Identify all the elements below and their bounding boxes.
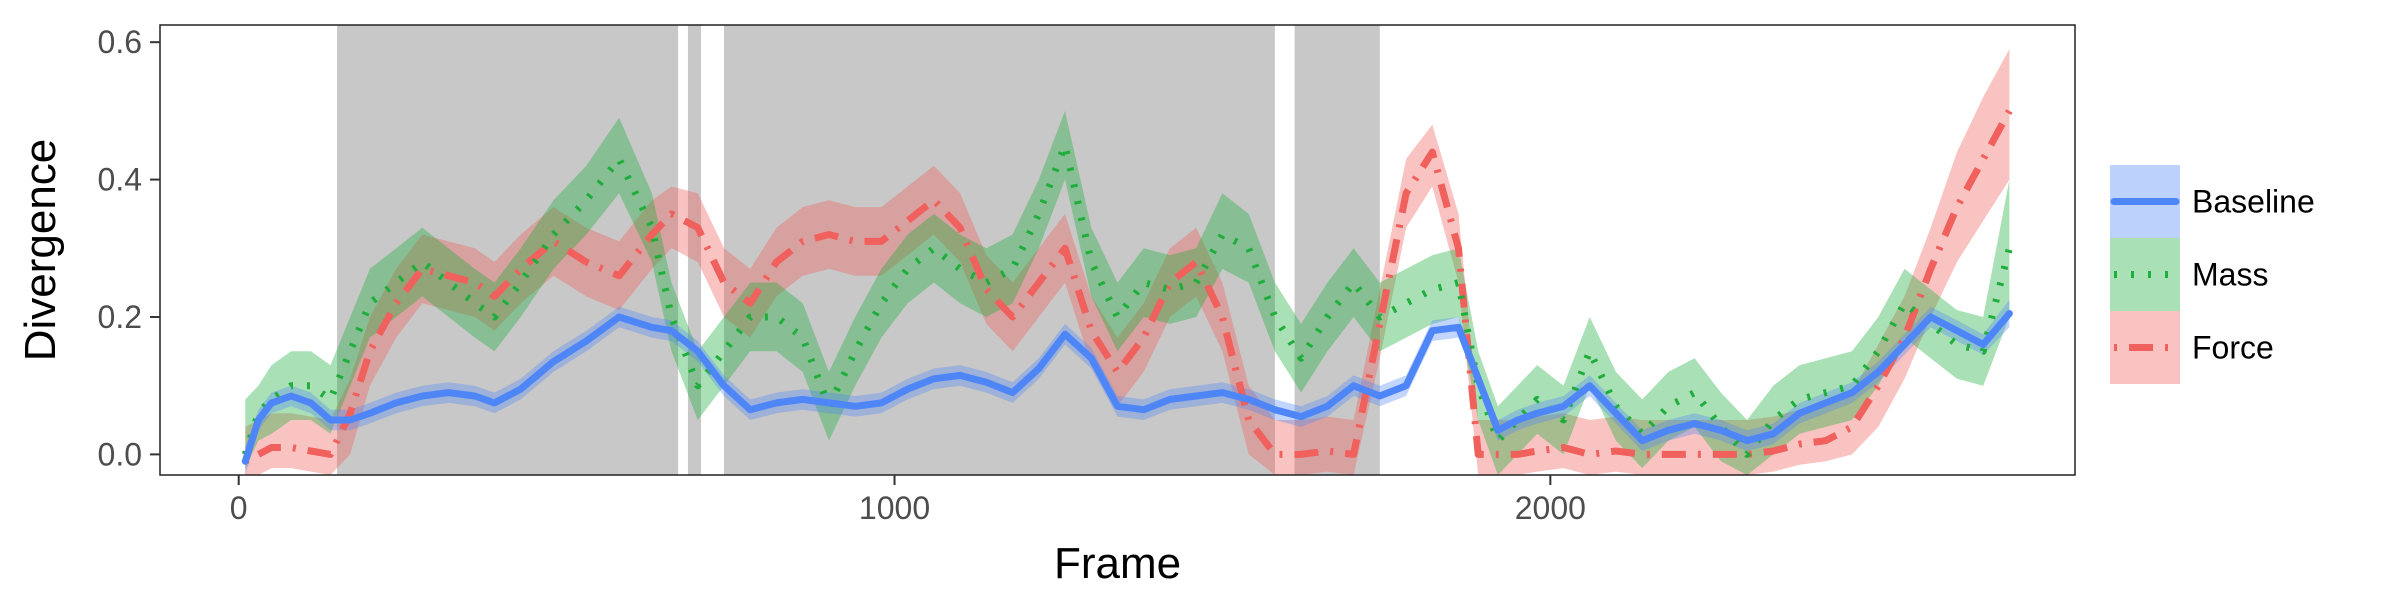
mass-band	[245, 110, 2010, 476]
y-tick-label: 0.6	[98, 24, 142, 60]
shaded-region-2	[687, 25, 702, 475]
mass-line	[241, 141, 2013, 458]
legend-label-mass: Mass	[2192, 257, 2268, 293]
shaded-region-1	[337, 25, 679, 475]
y-tick-label: 0.0	[98, 436, 142, 472]
legend: Baseline Mass Force	[2110, 165, 2315, 384]
y-axis-label: Divergence	[16, 139, 65, 362]
legend-key-mass	[2110, 238, 2180, 311]
force-band	[245, 49, 2010, 475]
x-tick-label: 0	[230, 490, 248, 526]
x-tick-label: 2000	[1515, 490, 1586, 526]
axes: 0 1000 2000 0.0 0.2 0.4 0.6	[98, 24, 1586, 526]
baseline-line	[241, 310, 2013, 465]
x-axis-label: Frame	[1054, 539, 1181, 588]
y-tick-label: 0.2	[98, 299, 142, 335]
legend-label-force: Force	[2192, 330, 2274, 366]
series-lines	[241, 109, 2013, 465]
legend-label-baseline: Baseline	[2192, 184, 2315, 220]
y-tick-label: 0.4	[98, 162, 142, 198]
x-tick-label: 1000	[859, 490, 930, 526]
plot-panel-border	[159, 24, 2076, 476]
